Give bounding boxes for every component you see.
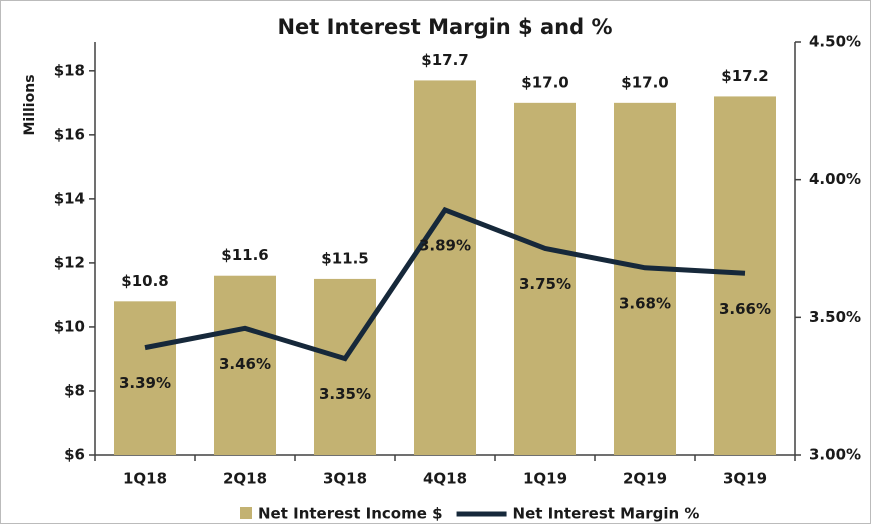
bar-value-label: $11.6 (221, 246, 268, 264)
line-value-label: 3.35% (319, 385, 371, 403)
x-tick-label: 2Q19 (623, 470, 667, 488)
y-tick-label: $8 (64, 381, 85, 399)
legend-swatch (240, 507, 252, 519)
line-value-label: 3.75% (519, 275, 571, 293)
bar (314, 278, 376, 455)
y-tick-label: $6 (64, 446, 85, 464)
line-value-label: 3.68% (619, 294, 671, 312)
bar-value-label: $11.5 (321, 249, 368, 267)
y2-tick-label: 4.00% (809, 170, 861, 188)
bar (614, 102, 676, 455)
bar (414, 80, 476, 455)
line-value-label: 3.89% (419, 236, 471, 254)
legend-label: Net Interest Income $ (258, 505, 443, 523)
bar-value-label: $17.0 (521, 73, 568, 91)
y-tick-label: $10 (54, 317, 85, 335)
y-tick-label: $18 (54, 61, 85, 79)
bar-value-label: $17.2 (721, 67, 768, 85)
y2-tick-label: 3.50% (809, 308, 861, 326)
y-tick-label: $16 (54, 125, 85, 143)
bar (214, 275, 276, 455)
line-value-label: 3.66% (719, 300, 771, 318)
x-tick-label: 2Q18 (223, 470, 267, 488)
bar-value-label: $17.7 (421, 51, 468, 69)
line-value-label: 3.39% (119, 374, 171, 392)
y-tick-label: $12 (54, 253, 85, 271)
y-tick-label: $14 (54, 189, 85, 207)
line (144, 206, 746, 362)
x-tick-label: 4Q18 (423, 470, 467, 488)
x-tick-label: 3Q18 (323, 470, 367, 488)
line-value-label: 3.46% (219, 355, 271, 373)
y2-tick-label: 4.50% (809, 33, 861, 51)
bar-value-label: $17.0 (621, 73, 668, 91)
x-tick-label: 3Q19 (723, 470, 767, 488)
bar (714, 96, 776, 455)
x-tick-label: 1Q18 (123, 470, 167, 488)
legend-label: Net Interest Margin % (513, 505, 700, 523)
x-tick-label: 1Q19 (523, 470, 567, 488)
y-axis-label: Millions (22, 74, 38, 135)
bar (514, 102, 576, 455)
chart-title: Net Interest Margin $ and % (277, 15, 612, 39)
y2-tick-label: 3.00% (809, 446, 861, 464)
bar-value-label: $10.8 (121, 272, 168, 290)
bar (114, 301, 176, 455)
